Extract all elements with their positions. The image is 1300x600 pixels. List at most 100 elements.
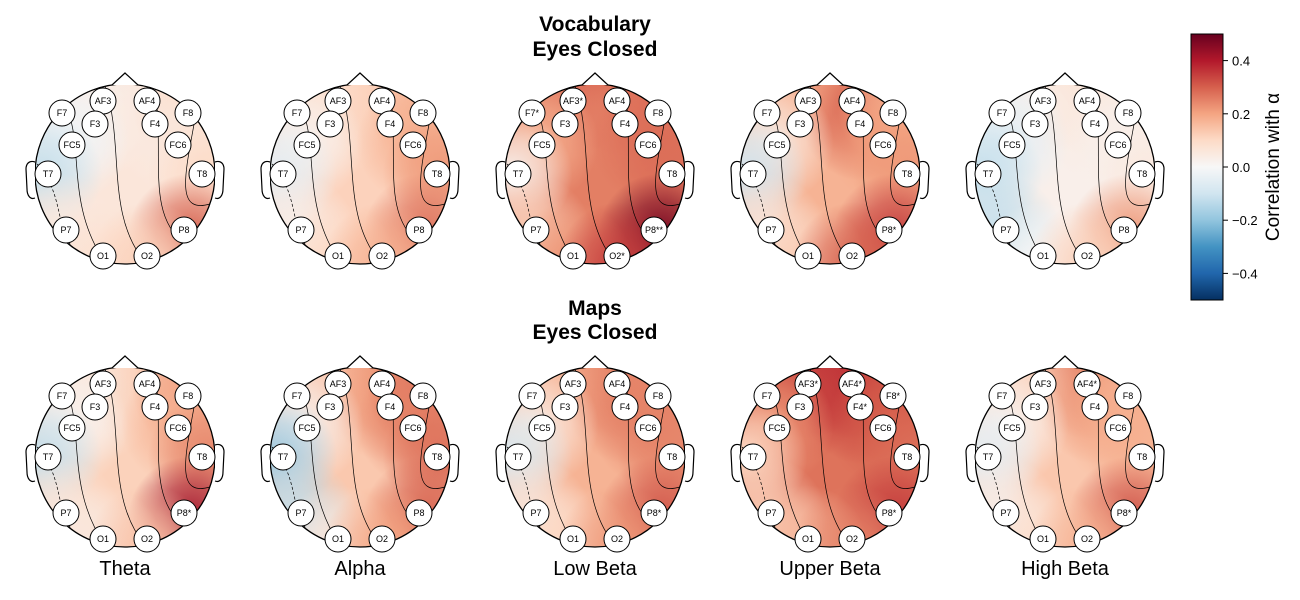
- electrode-marker: [48, 99, 76, 127]
- electrode-marker: [998, 131, 1026, 159]
- electrode-label: O2: [141, 534, 153, 544]
- topomap-0-3: AF3 AF4 F7 F3 F4 F8 FC5 FC6 T7 T8 P7 P8* O1 O2: [730, 72, 930, 270]
- electrode-o2: O2: [838, 242, 866, 270]
- electrode-marker: [283, 382, 311, 410]
- electrode-label: F7: [292, 108, 303, 118]
- electrode-label: FC5: [533, 140, 550, 150]
- colorbar-label: Correlation with α: [1263, 93, 1284, 241]
- electrode-p7: P7: [757, 499, 785, 527]
- electrode-label: AF3: [1035, 96, 1052, 106]
- electrode-marker: [551, 393, 579, 421]
- electrode-t8: T8: [893, 443, 921, 471]
- electrode-label: F8: [418, 108, 429, 118]
- left-ear-shape: [495, 443, 506, 483]
- electrode-label: FC6: [404, 140, 421, 150]
- electrode-f8: F8: [644, 382, 672, 410]
- electrode-marker: [1021, 393, 1049, 421]
- electrode-label: AF3: [95, 96, 112, 106]
- contour-line: [890, 118, 916, 206]
- electrode-marker: [409, 382, 437, 410]
- electrode-marker: [893, 443, 921, 471]
- electrode-fc6: FC6: [164, 131, 192, 159]
- electrode-fc5: FC5: [58, 131, 86, 159]
- electrode-label: T8: [197, 169, 208, 179]
- electrode-f3: F3: [786, 393, 814, 421]
- electrode-label: AF3: [565, 379, 582, 389]
- electrode-label: T8: [902, 169, 913, 179]
- electrode-fc6: FC6: [869, 414, 897, 442]
- electrode-fc5: FC5: [998, 131, 1026, 159]
- electrode-t7: T7: [974, 443, 1002, 471]
- electrode-marker: [409, 99, 437, 127]
- electrode-p7: P7: [52, 216, 80, 244]
- electrode-fc5: FC5: [58, 414, 86, 442]
- electrode-marker: [988, 382, 1016, 410]
- electrode-f3: F3: [81, 393, 109, 421]
- electrode-p7: P7: [522, 216, 550, 244]
- electrode-label: AF4: [609, 379, 626, 389]
- band-label-upper-beta: Upper Beta: [779, 558, 881, 580]
- electrode-label: AF3: [800, 96, 817, 106]
- electrode-af4: AF4: [603, 87, 631, 115]
- electrode-label: FC5: [1003, 140, 1020, 150]
- electrode-label: P7: [765, 508, 776, 518]
- electrode-label: P7: [1000, 508, 1011, 518]
- electrode-marker: [528, 131, 556, 159]
- electrode-label: AF4: [844, 96, 861, 106]
- electrode-o2: O2: [368, 242, 396, 270]
- electrode-f4: F4: [1081, 110, 1109, 138]
- left-ear-shape: [965, 160, 976, 200]
- electrode-o2: O2: [1073, 242, 1101, 270]
- band-label-high-beta: High Beta: [1021, 558, 1110, 580]
- electrode-marker: [757, 216, 785, 244]
- nose-shape: [111, 355, 139, 369]
- electrode-af4: AF4: [368, 87, 396, 115]
- electrode-marker: [603, 525, 631, 553]
- electrode-fc6: FC6: [1104, 414, 1132, 442]
- electrode-label: AF3: [95, 379, 112, 389]
- electrode-label: P8: [1118, 225, 1129, 235]
- electrode-af4: AF4: [838, 87, 866, 115]
- electrode-o2: O2: [133, 525, 161, 553]
- electrode-marker: [658, 160, 686, 188]
- electrode-marker: [753, 382, 781, 410]
- electrode-label: O2: [141, 251, 153, 261]
- electrode-marker: [423, 160, 451, 188]
- electrode-f3: F3: [786, 110, 814, 138]
- electrode-label: P7: [530, 225, 541, 235]
- contour-line: [1125, 118, 1151, 206]
- electrode-label: F7: [762, 108, 773, 118]
- electrode-label: T7: [43, 452, 54, 462]
- electrode-af3: AF3: [559, 370, 587, 398]
- electrode-label: O2: [1081, 251, 1093, 261]
- electrode-marker: [875, 216, 903, 244]
- electrode-f8: F8: [644, 99, 672, 127]
- electrode-label: F3: [560, 119, 571, 129]
- right-ear-shape: [214, 160, 225, 200]
- electrode-p8: P8*: [170, 499, 198, 527]
- contour-line: [1125, 401, 1151, 489]
- electrode-o1: O1: [89, 242, 117, 270]
- electrode-label: T7: [43, 169, 54, 179]
- electrode-f3: F3: [316, 110, 344, 138]
- electrode-af3: AF3*: [559, 87, 587, 115]
- electrode-label: AF3: [330, 96, 347, 106]
- electrode-label: FC5: [298, 140, 315, 150]
- electrode-label: T8: [1137, 169, 1148, 179]
- electrode-f3: F3: [1021, 110, 1049, 138]
- electrode-label: O2: [846, 251, 858, 261]
- electrode-f8: F8*: [879, 382, 907, 410]
- electrode-label: O1: [567, 534, 579, 544]
- electrode-label: F8: [653, 391, 664, 401]
- electrode-af3: AF3: [1029, 370, 1057, 398]
- electrode-f3: F3: [1021, 393, 1049, 421]
- electrode-label: FC5: [1003, 423, 1020, 433]
- topomap-0-2: AF3* AF4 F7* F3 F4 F8 FC5 FC6 T7 T8 P7 P8** O1 O2*: [495, 72, 695, 270]
- electrode-f7: F7: [988, 99, 1016, 127]
- electrode-label: F4: [1090, 119, 1101, 129]
- electrode-label: AF3: [330, 379, 347, 389]
- electrode-label: F4: [620, 119, 631, 129]
- electrode-label: F4: [385, 402, 396, 412]
- electrode-p7: P7: [757, 216, 785, 244]
